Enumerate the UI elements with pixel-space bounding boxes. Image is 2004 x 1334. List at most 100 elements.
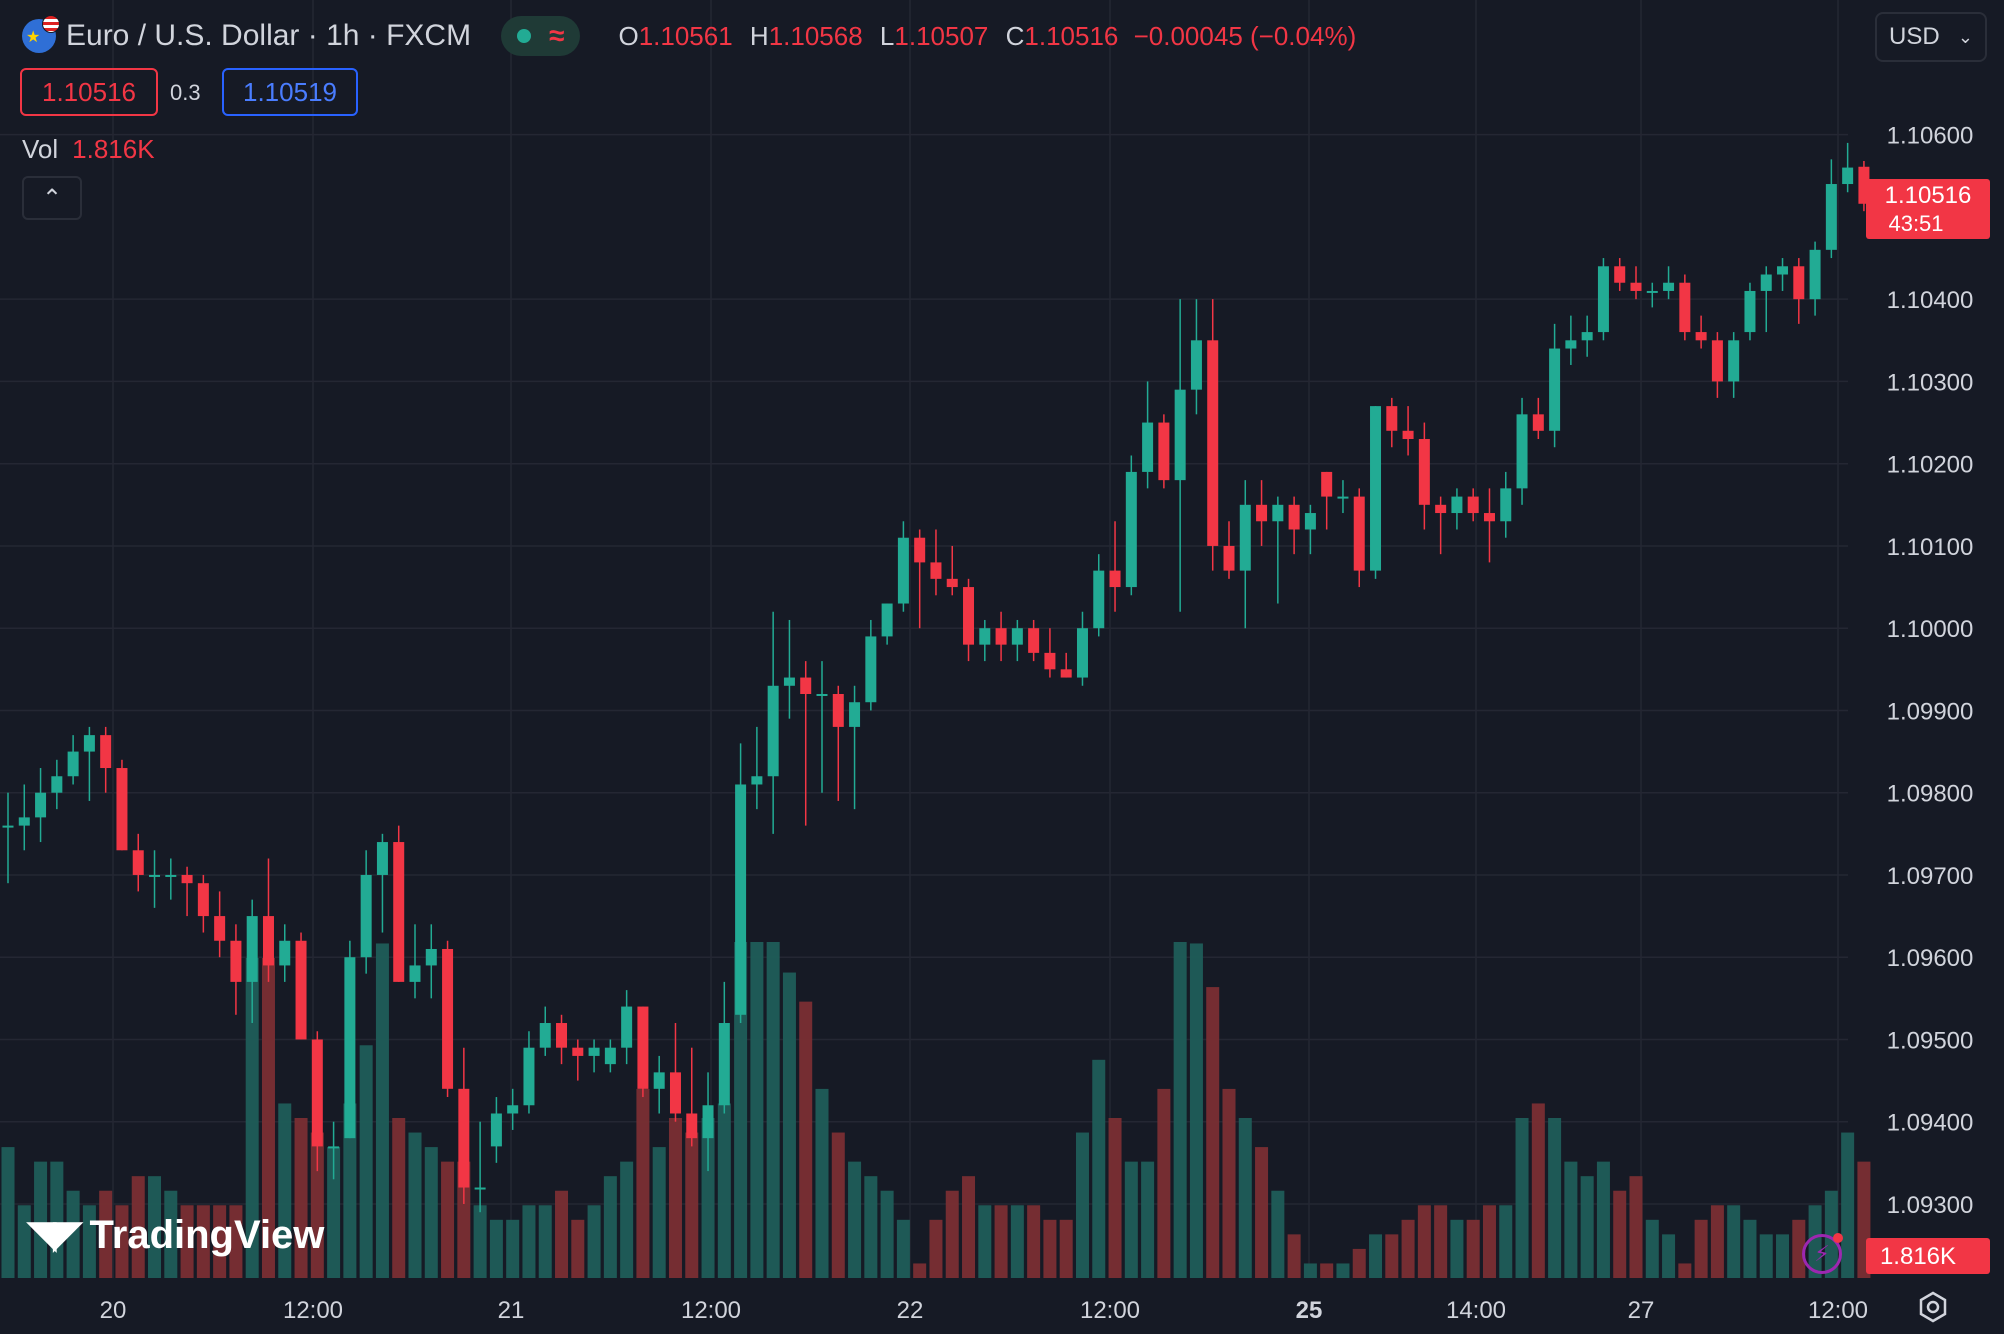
candle-body	[116, 768, 128, 851]
volume-bar	[408, 1132, 422, 1278]
volume-bar	[1482, 1205, 1496, 1278]
price-tick-label: 1.10200	[1887, 452, 1974, 479]
candle-body	[702, 1105, 714, 1139]
volume-value: 1.816K	[72, 134, 155, 164]
candle-body	[1500, 488, 1512, 522]
collapse-legend-button[interactable]: ⌃	[22, 176, 82, 220]
candle-body	[246, 916, 258, 982]
volume-bar	[99, 1190, 113, 1278]
candle-body	[735, 784, 747, 1015]
volume-bar	[213, 1205, 227, 1278]
volume-bar	[489, 1219, 503, 1278]
candle-body	[1483, 513, 1495, 522]
volume-bar	[734, 942, 748, 1278]
candle-body	[1793, 266, 1805, 300]
settings-gear-icon[interactable]	[1916, 1290, 1950, 1324]
candle-body	[914, 537, 926, 563]
candle-body	[930, 562, 942, 579]
last-price-value: 1.10516	[1885, 182, 1972, 209]
candle-body	[1125, 471, 1137, 588]
volume-bar	[50, 1161, 64, 1278]
volume-bar	[392, 1118, 406, 1278]
high-label: H	[749, 20, 769, 51]
volume-bar	[1271, 1190, 1285, 1278]
candle-body	[1402, 430, 1414, 440]
volume-bar	[962, 1176, 976, 1278]
close-value: 1.10516	[1024, 20, 1119, 51]
volume-bar	[880, 1190, 894, 1278]
volume-bar	[555, 1190, 569, 1278]
lightning-icon[interactable]: ⚡	[1802, 1233, 1843, 1274]
last-volume-marker: 1.816K	[1866, 1238, 1990, 1274]
candle-body	[1467, 496, 1479, 514]
volume-bar	[1385, 1234, 1399, 1278]
volume-bar	[82, 1205, 96, 1278]
candle-body	[1842, 167, 1854, 185]
volume-bar	[1564, 1161, 1578, 1278]
candle-body	[1532, 414, 1544, 431]
candle-body	[425, 948, 437, 966]
low-value: 1.10507	[894, 20, 989, 51]
volume-bar	[636, 1088, 650, 1278]
volume-bar	[245, 958, 259, 1278]
chart-grid	[0, 0, 1848, 1278]
volume-bar	[164, 1190, 178, 1278]
price-axis: 1.10600 1.10400 1.10300 1.10200 1.10100 1.100…	[1887, 123, 1974, 1219]
volume-bar	[359, 1045, 373, 1278]
eur-usd-flag-icon: ★	[22, 15, 60, 53]
chevron-up-icon: ⌃	[41, 184, 63, 212]
candle-body	[767, 685, 779, 777]
ohlc-legend: O1.10561 H1.10568 L1.10507 C1.10516 −0.0…	[608, 21, 1356, 52]
volume-bar	[620, 1161, 634, 1278]
buy-button[interactable]: 1.10519	[222, 68, 358, 116]
symbol-title[interactable]: Euro / U.S. Dollar · 1h · FXCM	[66, 19, 472, 52]
candle-body	[523, 1047, 535, 1106]
candle-body	[1760, 274, 1772, 291]
volume-bar	[1320, 1263, 1334, 1278]
candle-body	[1435, 504, 1447, 514]
volume-bar	[1792, 1219, 1806, 1278]
volume-bar	[848, 1161, 862, 1278]
candle-body	[1695, 332, 1707, 341]
candle-body	[1109, 570, 1121, 588]
candle-body	[83, 735, 95, 752]
candle-body	[1744, 290, 1756, 333]
volume-bar	[978, 1205, 992, 1278]
time-tick-label: 12:00	[283, 1297, 343, 1324]
volume-bar	[424, 1147, 438, 1278]
volume-bar	[1727, 1205, 1741, 1278]
market-status-pill[interactable]: ≈	[501, 16, 581, 56]
time-tick-label: 12:00	[681, 1297, 741, 1324]
volume-bar	[1450, 1219, 1464, 1278]
logo-text: TradingView	[89, 1212, 325, 1257]
volume-bar	[1694, 1219, 1708, 1278]
candle-body	[718, 1023, 730, 1106]
candle-body	[1174, 389, 1186, 481]
candle-body	[1256, 504, 1268, 522]
currency-select[interactable]: USD ⌄	[1875, 12, 1987, 62]
volume-bar	[701, 1118, 715, 1278]
candle-body	[897, 537, 909, 604]
candle-body	[67, 751, 79, 777]
candle-body	[1223, 545, 1235, 571]
candle-body	[1076, 628, 1088, 678]
chevron-down-icon: ⌄	[1957, 26, 1973, 47]
bar-countdown: 43:51	[1888, 211, 1943, 236]
sell-button[interactable]: 1.10516	[20, 68, 158, 116]
candle-body	[181, 874, 193, 884]
candle-body	[1711, 340, 1723, 382]
symbol-header: ★ Euro / U.S. Dollar · 1h · FXCM ≈ O1.10…	[22, 15, 1356, 56]
high-value: 1.10568	[768, 20, 863, 51]
close-label: C	[1005, 20, 1025, 51]
candle-body	[474, 1187, 486, 1190]
volume-label: Vol	[22, 134, 59, 164]
candle-body	[881, 603, 893, 637]
candle-body	[1418, 439, 1430, 505]
candle-body	[979, 628, 991, 645]
volume-bar	[1596, 1161, 1610, 1278]
spread-value: 0.3	[170, 80, 201, 105]
volume-bar	[1369, 1234, 1383, 1278]
volume-bar	[1027, 1205, 1041, 1278]
volume-bar	[685, 1132, 699, 1278]
